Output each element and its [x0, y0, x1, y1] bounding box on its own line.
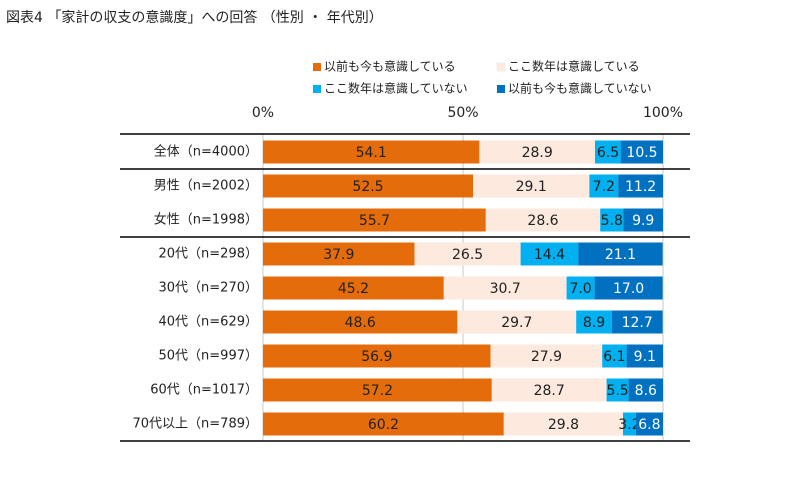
bar-segment — [635, 412, 663, 436]
data-label: 14.4 — [534, 247, 565, 263]
legend-swatch — [313, 85, 321, 93]
bar-segment — [479, 140, 595, 164]
bar-segment — [578, 242, 663, 266]
bar-segment — [263, 412, 504, 436]
legend-swatch — [313, 63, 321, 71]
bar-segment — [503, 412, 623, 436]
legend-label: ここ数年は意識している — [508, 59, 640, 74]
bar-segment — [263, 174, 473, 198]
data-label: 5.5 — [606, 383, 628, 399]
data-label: 29.7 — [501, 315, 532, 331]
data-label: 7.0 — [569, 281, 591, 297]
bar-segment — [263, 208, 486, 232]
data-label: 7.2 — [593, 179, 615, 195]
y-tick-label: 40代（n=629） — [159, 315, 259, 330]
bar-segment — [576, 310, 612, 334]
bar-segment — [628, 378, 663, 402]
bar-segment — [600, 208, 624, 232]
bar-segment — [263, 140, 480, 164]
data-label: 29.1 — [516, 179, 547, 195]
data-label: 21.1 — [605, 247, 636, 263]
bar-segment — [566, 276, 595, 300]
data-label: 6.5 — [597, 145, 619, 161]
data-label: 48.6 — [345, 315, 376, 331]
legend-swatch — [496, 62, 506, 72]
legend-label: 以前も今も意識している — [324, 59, 456, 74]
bar-segment — [618, 174, 663, 198]
y-tick-label: 70代以上（n=789） — [133, 417, 259, 432]
chart-title: 図表4 「家計の収支の意識度」への回答 （性別 ・ 年代別） — [6, 9, 383, 26]
data-label: 55.7 — [359, 213, 390, 229]
data-label: 12.7 — [622, 315, 653, 331]
bar-segment — [611, 310, 663, 334]
data-label: 30.7 — [490, 281, 521, 297]
y-tick-label: 女性（n=1998） — [154, 212, 258, 228]
bar-segment — [491, 378, 607, 402]
data-label: 11.2 — [625, 179, 656, 195]
y-tick-label: 30代（n=270） — [159, 281, 259, 296]
data-label: 60.2 — [368, 417, 399, 433]
data-label: 29.8 — [548, 417, 579, 433]
y-tick-label: 50代（n=997） — [159, 349, 259, 364]
data-label: 56.9 — [361, 349, 392, 365]
data-label: 52.5 — [352, 179, 383, 195]
data-label: 8.6 — [635, 383, 657, 399]
bar-segment — [263, 242, 415, 266]
x-tick-label: 0% — [252, 105, 274, 121]
legend-label: ここ数年は意識していない — [324, 81, 468, 96]
bar-segment — [473, 174, 590, 198]
bar-segment — [626, 344, 663, 368]
bar-segment — [594, 276, 663, 300]
bar-segment — [623, 412, 636, 436]
data-label: 5.8 — [601, 213, 623, 229]
bar-segment — [263, 276, 444, 300]
y-tick-label: 20代（n=298） — [159, 247, 259, 262]
data-label: 9.1 — [634, 349, 656, 365]
bar-segment — [485, 208, 601, 232]
bar-segment — [263, 344, 491, 368]
data-label: 54.1 — [356, 145, 387, 161]
data-label: 8.9 — [583, 315, 605, 331]
data-label: 10.5 — [626, 145, 657, 161]
data-label: 27.9 — [531, 349, 562, 365]
x-tick-label: 50% — [447, 105, 478, 121]
data-label: 45.2 — [338, 281, 369, 297]
bar-segment — [606, 378, 629, 402]
data-label: 28.9 — [522, 145, 553, 161]
bar-segment — [621, 140, 663, 164]
legend-label: 以前も今も意識していない — [508, 81, 652, 96]
bar-segment — [414, 242, 521, 266]
data-label: 9.9 — [632, 213, 654, 229]
bar-segment — [520, 242, 579, 266]
legend-swatch — [497, 85, 505, 93]
bar-segment — [443, 276, 567, 300]
data-label: 3.2 — [618, 417, 640, 433]
bar-segment — [263, 378, 492, 402]
bar-segment — [595, 140, 621, 164]
bar-segment — [457, 310, 577, 334]
bar-segment — [263, 310, 458, 334]
bar-segment — [589, 174, 619, 198]
data-label: 6.1 — [603, 349, 625, 365]
data-label: 37.9 — [323, 247, 354, 263]
data-label: 6.8 — [638, 417, 660, 433]
y-tick-label: 男性（n=2002） — [154, 179, 258, 194]
bar-segment — [602, 344, 627, 368]
data-label: 26.5 — [452, 247, 483, 263]
data-label: 28.7 — [534, 383, 565, 399]
y-tick-label: 60代（n=1017） — [150, 383, 258, 398]
data-label: 17.0 — [613, 281, 644, 297]
x-tick-label: 100% — [643, 105, 683, 121]
bar-segment — [490, 344, 603, 368]
data-label: 28.6 — [527, 213, 558, 229]
bar-segment — [623, 208, 663, 232]
y-tick-label: 全体（n=4000） — [154, 144, 258, 160]
data-label: 57.2 — [362, 383, 393, 399]
